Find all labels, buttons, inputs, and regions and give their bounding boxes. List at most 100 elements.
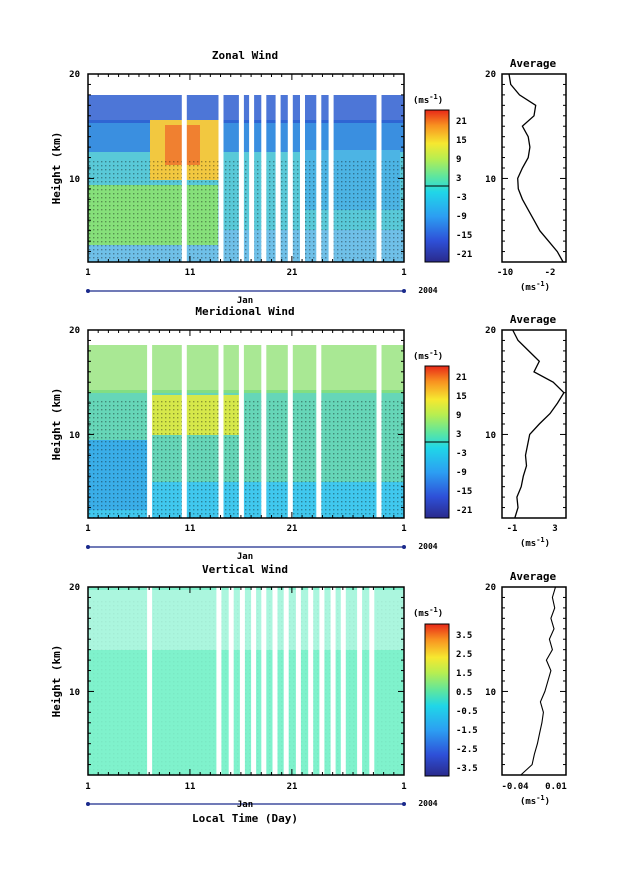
- x-tick-label: 0.01: [545, 782, 567, 792]
- x-tick-label: 1: [85, 782, 90, 792]
- timeline-end-marker: [402, 802, 406, 806]
- vertical-heatmap: [88, 587, 404, 775]
- colorbar-tick: -9: [456, 468, 467, 478]
- data-gap: [181, 74, 187, 262]
- average-title: Average: [510, 57, 557, 70]
- average-x-label: (ms-1): [520, 280, 550, 293]
- x-tick-label: -10: [497, 268, 513, 278]
- data-gap: [330, 587, 336, 775]
- zonal-y-axis-label: Height (km): [50, 132, 63, 205]
- colorbar-tick: 15: [456, 136, 467, 146]
- data-gap: [261, 587, 267, 775]
- colorbar-tick: 1.5: [456, 669, 472, 679]
- y-tick-label: 10: [485, 688, 496, 698]
- colorbar-unit: (ms-1): [413, 606, 443, 619]
- colorbar-tick: -9: [456, 212, 467, 222]
- vertical-data-gaps: [147, 587, 375, 775]
- colorbar-tick: -3: [456, 193, 467, 203]
- zonal-heatmap: [88, 74, 404, 262]
- data-gap: [300, 74, 305, 262]
- data-gap: [287, 74, 293, 262]
- data-gap: [295, 587, 301, 775]
- colorbar-tick: 21: [456, 373, 467, 383]
- vertical-wind-panel: Vertical Wind 20 10 1 11 21 1 Height (km…: [50, 563, 567, 825]
- zonal-colorbar: (ms-1) 21 15 9 3 -3 -9 -15 -21: [413, 93, 472, 263]
- year-label: 2004: [418, 799, 437, 808]
- colorbar-tick: -15: [456, 231, 472, 241]
- colorbar-tick: -21: [456, 506, 472, 516]
- average-x-label: (ms-1): [520, 794, 550, 807]
- x-tick-label: 11: [185, 782, 196, 792]
- x-tick-label: 1: [85, 524, 90, 534]
- colorbar-tick: 21: [456, 117, 467, 127]
- x-tick-label: 1: [401, 524, 406, 534]
- y-tick-label: 10: [69, 431, 80, 441]
- meridional-data-gaps: [147, 330, 382, 518]
- x-tick-label: 11: [185, 268, 196, 278]
- colorbar-tick: -3.5: [456, 764, 478, 774]
- vertical-tick-marks: [87, 586, 566, 776]
- meridional-wind-title: Meridional Wind: [195, 305, 294, 318]
- data-gap: [369, 587, 375, 775]
- colorbar-tick: 9: [456, 411, 461, 421]
- x-tick-label: 21: [287, 782, 298, 792]
- meridional-average-line: [512, 329, 565, 519]
- timeline-end-marker: [86, 545, 90, 549]
- data-gap: [261, 74, 267, 262]
- colorbar-tick: 0.5: [456, 688, 472, 698]
- zonal-average-plot: Average 20 10 -10 -2 (ms-1): [485, 57, 567, 293]
- meridional-colorbar: (ms-1) 21 15 9 3 -3 -9 -15 -21: [413, 349, 472, 519]
- vertical-colorbar: (ms-1) 3.5 2.5 1.5 0.5 -0.5 -1.5 -2.5 -3…: [413, 606, 478, 777]
- y-tick-label: 10: [69, 688, 80, 698]
- data-gap: [238, 330, 244, 518]
- y-tick-label: 20: [69, 583, 80, 593]
- colorbar-tick: 2.5: [456, 650, 472, 660]
- x-axis-label: Local Time (Day): [192, 812, 298, 825]
- x-tick-label: 21: [287, 268, 298, 278]
- data-gap: [239, 587, 245, 775]
- data-gap: [316, 330, 322, 518]
- colorbar-tick: -2.5: [456, 745, 478, 755]
- timeline-end-marker: [402, 289, 406, 293]
- x-tick-label: 3: [552, 524, 557, 534]
- data-gap: [228, 587, 234, 775]
- timeline-end-marker: [86, 289, 90, 293]
- data-gap: [328, 74, 334, 262]
- month-label: Jan: [237, 800, 253, 810]
- colorbar-unit: (ms-1): [413, 93, 443, 106]
- data-gap: [251, 587, 257, 775]
- data-gap: [147, 587, 153, 775]
- year-label: 2004: [418, 542, 437, 551]
- y-tick-label: 20: [485, 583, 496, 593]
- zonal-y-ticks: 20 10: [69, 70, 80, 185]
- x-tick-label: 21: [287, 524, 298, 534]
- colorbar-tick: 3.5: [456, 631, 472, 641]
- data-gap: [147, 330, 153, 518]
- colorbar-tick: -1.5: [456, 726, 478, 736]
- meridional-heatmap: [88, 330, 404, 518]
- meridional-wind-panel: Meridional Wind 20 10 1 11 21 1 Height (…: [50, 305, 567, 562]
- data-gap: [340, 587, 346, 775]
- y-tick-label: 20: [485, 326, 496, 336]
- average-title: Average: [510, 313, 557, 326]
- data-gap: [216, 587, 222, 775]
- timeline-end-marker: [86, 802, 90, 806]
- zonal-average-line: [508, 73, 564, 263]
- data-gap: [376, 74, 382, 262]
- vertical-average-line: [520, 586, 557, 776]
- x-tick-label: -2: [545, 268, 556, 278]
- x-tick-label: 1: [85, 268, 90, 278]
- meridional-average-plot: Average 20 10 -1 3 (ms-1): [485, 313, 567, 549]
- year-label: 2004: [418, 286, 437, 295]
- y-tick-label: 20: [485, 70, 496, 80]
- zonal-data-gaps: [181, 74, 382, 262]
- colorbar-tick: -21: [456, 250, 472, 260]
- colorbar-tick: 9: [456, 155, 461, 165]
- y-tick-label: 20: [69, 70, 80, 80]
- data-gap: [272, 587, 278, 775]
- colorbar-tick: 15: [456, 392, 467, 402]
- meridional-tick-marks: [87, 329, 566, 519]
- vertical-y-axis-label: Height (km): [50, 645, 63, 718]
- data-gap: [249, 74, 255, 262]
- data-gap: [308, 587, 314, 775]
